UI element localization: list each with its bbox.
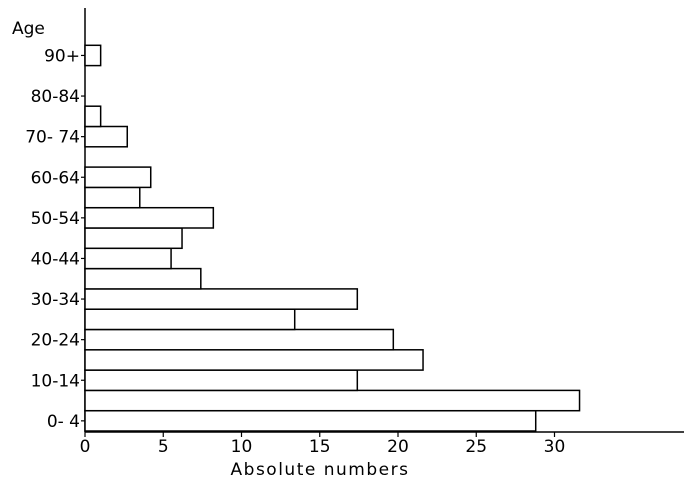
bar-20-24 bbox=[84, 328, 395, 351]
bar-25-29 bbox=[84, 308, 296, 331]
category-label: 90+ bbox=[44, 46, 80, 66]
bar-30-34 bbox=[84, 288, 359, 310]
x-tick-label: 30 bbox=[544, 437, 566, 457]
category-label: 30-34 bbox=[31, 290, 80, 310]
category-label: 10-14 bbox=[31, 371, 80, 391]
category-label: 50-54 bbox=[31, 209, 80, 229]
x-tick-label: 0 bbox=[80, 437, 91, 457]
bar-35-39 bbox=[84, 267, 202, 290]
x-ticks-group: 0 5 10 15 20 25 30 bbox=[80, 432, 566, 457]
category-label: 20-24 bbox=[31, 331, 80, 351]
bar-40-44 bbox=[84, 247, 172, 270]
y-axis-title: Age bbox=[12, 19, 45, 39]
category-label: 0- 4 bbox=[47, 412, 80, 432]
bar-70-74 bbox=[84, 125, 129, 148]
category-labels-group: 0- 4 10-14 20-24 30-34 40-44 50-54 60-64 70- 74… bbox=[25, 46, 85, 432]
bar-5-9 bbox=[84, 389, 581, 412]
category-label: 40-44 bbox=[31, 249, 80, 269]
bar-45-49 bbox=[84, 227, 183, 250]
bar-15-19 bbox=[84, 349, 424, 371]
bar-55-59 bbox=[84, 186, 141, 209]
bar-60-64 bbox=[84, 166, 152, 189]
x-tick-label: 10 bbox=[231, 437, 253, 457]
x-tick-label: 20 bbox=[387, 437, 409, 457]
category-label: 80-84 bbox=[31, 87, 80, 107]
x-tick-label: 25 bbox=[465, 437, 487, 457]
bar-75-79 bbox=[84, 105, 102, 128]
x-axis-title: Absolute numbers bbox=[231, 460, 410, 480]
bars-group bbox=[84, 44, 581, 432]
category-label: 60-64 bbox=[31, 168, 80, 188]
x-tick-label: 5 bbox=[158, 437, 169, 457]
bar-90 bbox=[84, 44, 102, 67]
bar-0-4 bbox=[84, 409, 537, 432]
bar-50-54 bbox=[84, 206, 215, 229]
category-label: 70- 74 bbox=[25, 128, 80, 148]
x-tick-label: 15 bbox=[309, 437, 331, 457]
bar-10-14 bbox=[84, 369, 359, 392]
